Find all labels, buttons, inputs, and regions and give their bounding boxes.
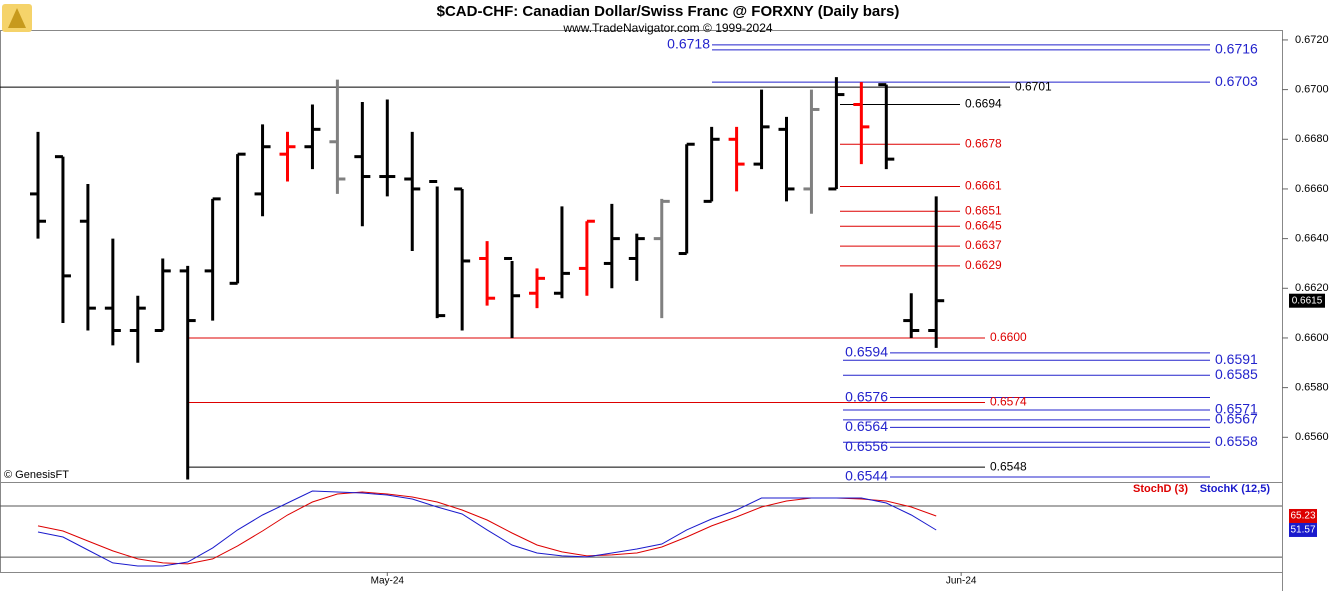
stoch-box-label: 51.57 [1290, 525, 1315, 536]
y-tick-label: 0.6620 [1295, 282, 1329, 294]
y-tick-label: 0.6660 [1295, 183, 1329, 195]
y-tick-label: 0.6560 [1295, 431, 1329, 443]
y-tick-label: 0.6600 [1295, 332, 1329, 344]
level-label: 0.6574 [990, 395, 1027, 409]
level-label: 0.6544 [845, 468, 888, 484]
x-tick-label: May-24 [371, 576, 405, 587]
level-label: 0.6716 [1215, 41, 1258, 57]
level-label: 0.6701 [1015, 79, 1052, 93]
chart-title: $CAD-CHF: Canadian Dollar/Swiss Franc @ … [437, 3, 900, 20]
level-label: 0.6571 [1215, 401, 1258, 417]
credit: © GenesisFT [4, 469, 69, 481]
level-label: 0.6594 [845, 344, 888, 360]
legend-entry: StochK (12,5) [1200, 483, 1271, 495]
level-label: 0.6678 [965, 136, 1002, 150]
level-label: 0.6651 [965, 203, 1002, 217]
level-label: 0.6694 [965, 97, 1002, 111]
stoch-line [37, 491, 937, 565]
logo [2, 4, 32, 32]
level-label: 0.6645 [965, 218, 1002, 232]
level-label: 0.6629 [965, 258, 1002, 272]
stoch-box [1289, 508, 1317, 523]
level-label: 0.6558 [1215, 433, 1258, 449]
level-label: 0.6718 [667, 36, 710, 52]
chart-subtitle: www.TradeNavigator.com © 1999-2024 [562, 21, 772, 35]
x-tick-label: Jun-24 [946, 576, 977, 587]
price-box-label: 0.6615 [1292, 295, 1323, 306]
stoch-line [37, 490, 937, 567]
level-label: 0.6556 [845, 438, 888, 454]
y-tick-label: 0.6640 [1295, 233, 1329, 245]
y-tick-label: 0.6720 [1295, 34, 1329, 46]
stoch-box-label: 65.23 [1290, 511, 1315, 522]
level-label: 0.6576 [845, 388, 888, 404]
y-tick-label: 0.6580 [1295, 382, 1329, 394]
level-label: 0.6548 [990, 459, 1027, 473]
level-label: 0.6564 [845, 418, 888, 434]
legend-entry: StochD (3) [1133, 483, 1188, 495]
stoch-box [1289, 522, 1317, 537]
y-tick-label: 0.6680 [1295, 133, 1329, 145]
level-label: 0.6637 [965, 238, 1002, 252]
level-label: 0.6703 [1215, 73, 1258, 89]
price-box [1289, 293, 1325, 308]
level-label: 0.6585 [1215, 366, 1258, 382]
level-label: 0.6600 [990, 330, 1027, 344]
level-label: 0.6661 [965, 179, 1002, 193]
level-label: 0.6591 [1215, 351, 1258, 367]
y-tick-label: 0.6700 [1295, 84, 1329, 96]
level-label: 0.6567 [1215, 411, 1258, 427]
